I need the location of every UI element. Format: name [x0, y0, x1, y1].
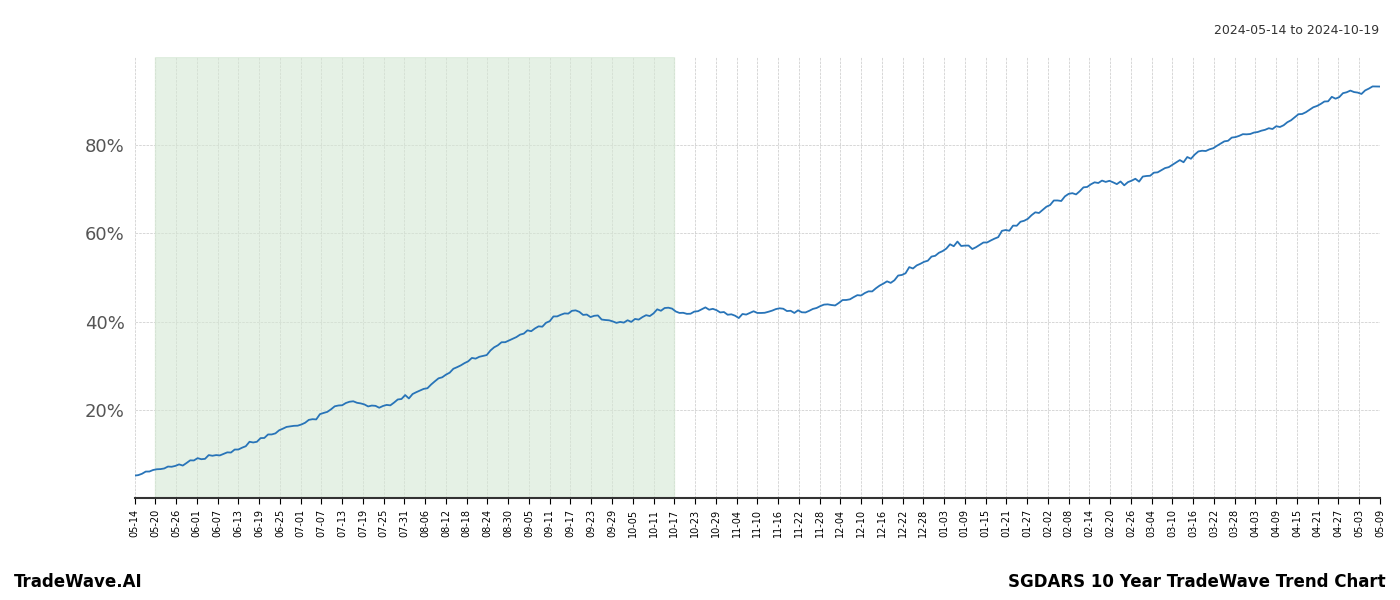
Bar	[155, 57, 675, 498]
Text: TradeWave.AI: TradeWave.AI	[14, 573, 143, 591]
Text: 2024-05-14 to 2024-10-19: 2024-05-14 to 2024-10-19	[1214, 24, 1379, 37]
Text: SGDARS 10 Year TradeWave Trend Chart: SGDARS 10 Year TradeWave Trend Chart	[1008, 573, 1386, 591]
